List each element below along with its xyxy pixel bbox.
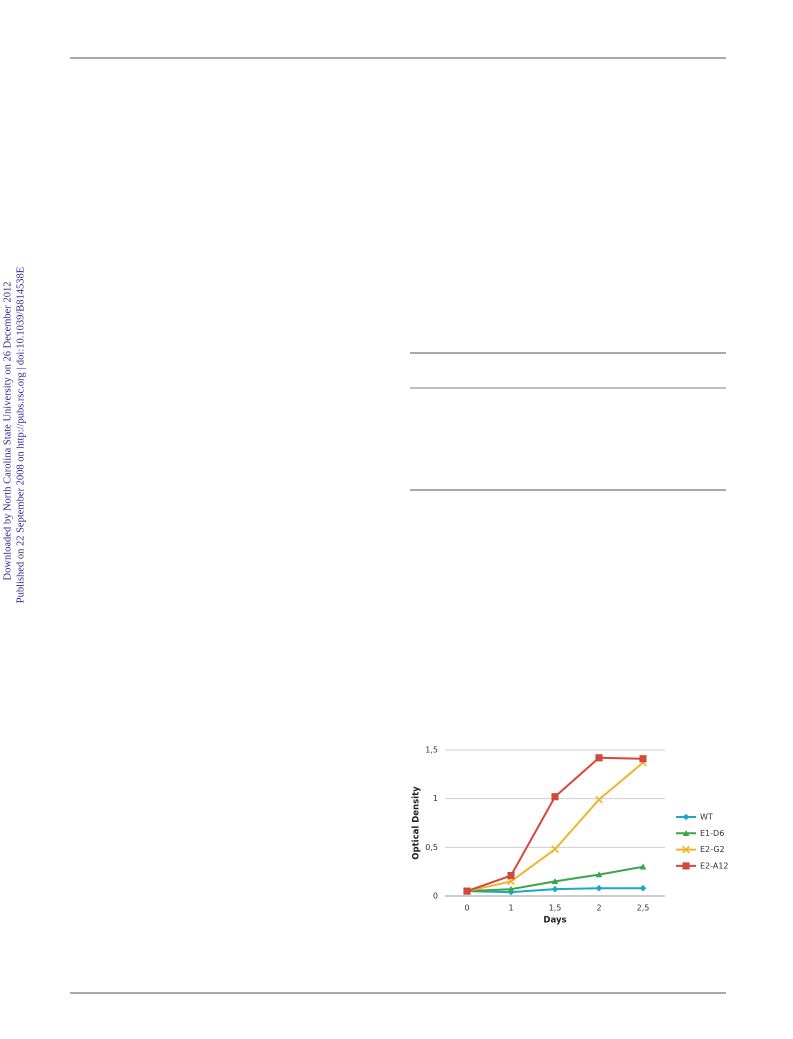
marker: [682, 813, 690, 821]
chart: 0 0,5 1 1,5 0 1 1,5 2 2,5 Days Optical Density WT E1…: [412, 746, 729, 926]
marker: [507, 885, 515, 892]
marker: [463, 887, 471, 895]
marker: [595, 754, 603, 762]
marker: [639, 884, 647, 892]
marker: [507, 872, 515, 880]
x-tick-label: 1: [508, 904, 513, 913]
marker: [551, 793, 559, 801]
marker: [682, 845, 690, 854]
publish-note: Published on 22 September 2008 on http:/…: [15, 267, 26, 603]
marker: [551, 845, 559, 854]
marker: [682, 862, 690, 870]
y-tick-label: 0: [433, 892, 438, 901]
legend-label: E2-A12: [700, 861, 729, 870]
download-note: Downloaded by North Carolina State Unive…: [2, 282, 13, 581]
marker: [595, 795, 603, 804]
y-tick-label: 0,5: [425, 843, 438, 852]
marker: [639, 755, 647, 763]
y-tick-label: 1: [433, 794, 438, 803]
x-tick-label: 2: [596, 904, 601, 913]
marker: [595, 884, 603, 892]
legend-label: WT: [700, 813, 713, 822]
x-tick-label: 1,5: [549, 904, 562, 913]
marker: [507, 877, 515, 886]
y-axis-title: Optical Density: [412, 786, 422, 860]
marker: [551, 878, 559, 885]
x-axis-title: Days: [543, 916, 566, 926]
marker: [639, 863, 647, 870]
y-tick-label: 1,5: [425, 746, 438, 755]
marker: [682, 830, 690, 836]
marker: [595, 871, 603, 878]
marker: [551, 885, 559, 893]
x-tick-label: 0: [464, 904, 469, 913]
x-tick-label: 2,5: [637, 904, 650, 913]
legend-label: E2-G2: [700, 845, 725, 854]
legend-label: E1-D6: [700, 829, 724, 838]
